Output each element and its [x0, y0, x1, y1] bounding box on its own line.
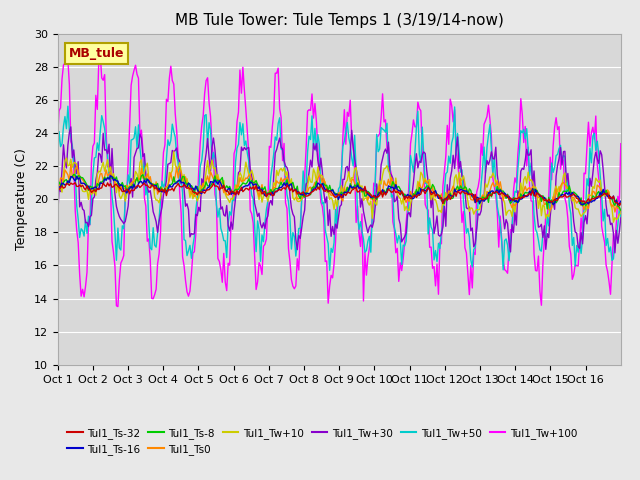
Tul1_Tw+10	[90, 188, 98, 194]
Tul1_Ts-32	[457, 191, 465, 197]
Tul1_Ts-32	[92, 189, 100, 194]
Tul1_Tw+100	[617, 141, 625, 146]
Tul1_Tw+30	[616, 229, 623, 235]
Tul1_Ts0	[74, 168, 82, 174]
Tul1_Ts0	[92, 185, 100, 191]
Tul1_Tw+100	[90, 140, 98, 146]
Title: MB Tule Tower: Tule Temps 1 (3/19/14-now): MB Tule Tower: Tule Temps 1 (3/19/14-now…	[175, 13, 504, 28]
Tul1_Tw+100	[616, 199, 623, 205]
Tul1_Ts-32	[614, 200, 621, 206]
Tul1_Ts-8	[92, 187, 100, 193]
Tul1_Tw+10	[616, 212, 623, 217]
Tul1_Tw+30	[92, 177, 100, 183]
Tul1_Ts-16	[73, 173, 81, 179]
Tul1_Ts-16	[617, 198, 625, 204]
Tul1_Tw+50	[346, 142, 354, 148]
Tul1_Tw+30	[617, 215, 625, 221]
Tul1_Tw+30	[74, 159, 82, 165]
Tul1_Ts0	[617, 209, 625, 215]
Tul1_Tw+100	[54, 135, 61, 141]
Tul1_Ts-8	[74, 173, 82, 179]
Tul1_Tw+30	[67, 124, 75, 130]
Tul1_Tw+100	[346, 97, 354, 103]
Tul1_Ts-8	[617, 207, 625, 213]
Tul1_Tw+50	[92, 155, 100, 160]
Tul1_Ts-32	[541, 198, 548, 204]
Tul1_Ts-8	[345, 189, 353, 194]
Line: Tul1_Tw+10: Tul1_Tw+10	[58, 152, 621, 222]
Line: Tul1_Tw+50: Tul1_Tw+50	[58, 106, 621, 270]
Tul1_Tw+50	[458, 167, 466, 173]
Tul1_Tw+30	[345, 171, 353, 177]
Line: Tul1_Ts-32: Tul1_Ts-32	[58, 183, 621, 206]
Tul1_Ts-8	[54, 185, 61, 191]
Tul1_Tw+100	[114, 304, 122, 310]
Tul1_Tw+10	[617, 210, 625, 216]
Tul1_Ts-32	[74, 183, 82, 189]
Tul1_Ts0	[457, 176, 465, 181]
Tul1_Ts-16	[90, 185, 98, 191]
Tul1_Ts-8	[457, 183, 465, 189]
Legend: Tul1_Ts-32, Tul1_Ts-16, Tul1_Ts-8, Tul1_Ts0, Tul1_Tw+10, Tul1_Tw+30, Tul1_Tw+50,: Tul1_Ts-32, Tul1_Ts-16, Tul1_Ts-8, Tul1_…	[63, 423, 581, 459]
Tul1_Tw+50	[616, 206, 623, 212]
Tul1_Tw+30	[457, 159, 465, 165]
Tul1_Tw+50	[74, 216, 82, 222]
Line: Tul1_Tw+30: Tul1_Tw+30	[58, 127, 621, 253]
Tul1_Tw+10	[541, 204, 548, 209]
Tul1_Ts-16	[107, 173, 115, 179]
Tul1_Ts0	[541, 202, 548, 208]
Tul1_Tw+10	[170, 149, 178, 155]
Tul1_Tw+50	[617, 214, 625, 220]
Tul1_Ts0	[616, 206, 623, 212]
Line: Tul1_Tw+100: Tul1_Tw+100	[58, 54, 621, 307]
Tul1_Tw+100	[97, 51, 104, 57]
Tul1_Tw+30	[54, 217, 61, 223]
Tul1_Ts-32	[617, 201, 625, 206]
Tul1_Ts0	[345, 186, 353, 192]
Tul1_Ts-32	[616, 203, 623, 209]
Tul1_Tw+50	[326, 267, 333, 273]
Tul1_Ts-32	[54, 186, 61, 192]
Text: MB_tule: MB_tule	[69, 47, 124, 60]
Tul1_Ts-16	[616, 201, 623, 207]
Tul1_Tw+10	[54, 184, 61, 190]
Y-axis label: Temperature (C): Temperature (C)	[15, 148, 28, 250]
Tul1_Tw+100	[458, 219, 466, 225]
Tul1_Ts-32	[72, 180, 79, 186]
Tul1_Tw+50	[54, 156, 61, 162]
Tul1_Ts-16	[345, 187, 353, 192]
Tul1_Ts-16	[54, 186, 61, 192]
Tul1_Ts-8	[70, 171, 77, 177]
Tul1_Ts-8	[614, 204, 621, 209]
Tul1_Tw+10	[73, 161, 81, 167]
Tul1_Ts-8	[541, 196, 548, 202]
Tul1_Ts-16	[614, 202, 621, 207]
Tul1_Tw+50	[64, 103, 72, 109]
Tul1_Tw+30	[611, 250, 619, 256]
Tul1_Tw+30	[541, 223, 548, 228]
Tul1_Tw+10	[345, 169, 353, 175]
Tul1_Tw+10	[610, 219, 618, 225]
Tul1_Ts0	[54, 186, 61, 192]
Tul1_Ts0	[67, 161, 75, 167]
Line: Tul1_Ts0: Tul1_Ts0	[58, 164, 621, 212]
Tul1_Tw+50	[542, 234, 550, 240]
Tul1_Ts0	[611, 209, 619, 215]
Tul1_Tw+10	[457, 178, 465, 183]
Tul1_Ts-32	[345, 190, 353, 195]
Tul1_Tw+100	[542, 211, 550, 217]
Line: Tul1_Ts-16: Tul1_Ts-16	[58, 176, 621, 204]
Tul1_Ts-16	[457, 187, 465, 192]
Line: Tul1_Ts-8: Tul1_Ts-8	[58, 174, 621, 210]
Tul1_Tw+100	[73, 228, 81, 233]
Tul1_Ts-16	[541, 194, 548, 200]
